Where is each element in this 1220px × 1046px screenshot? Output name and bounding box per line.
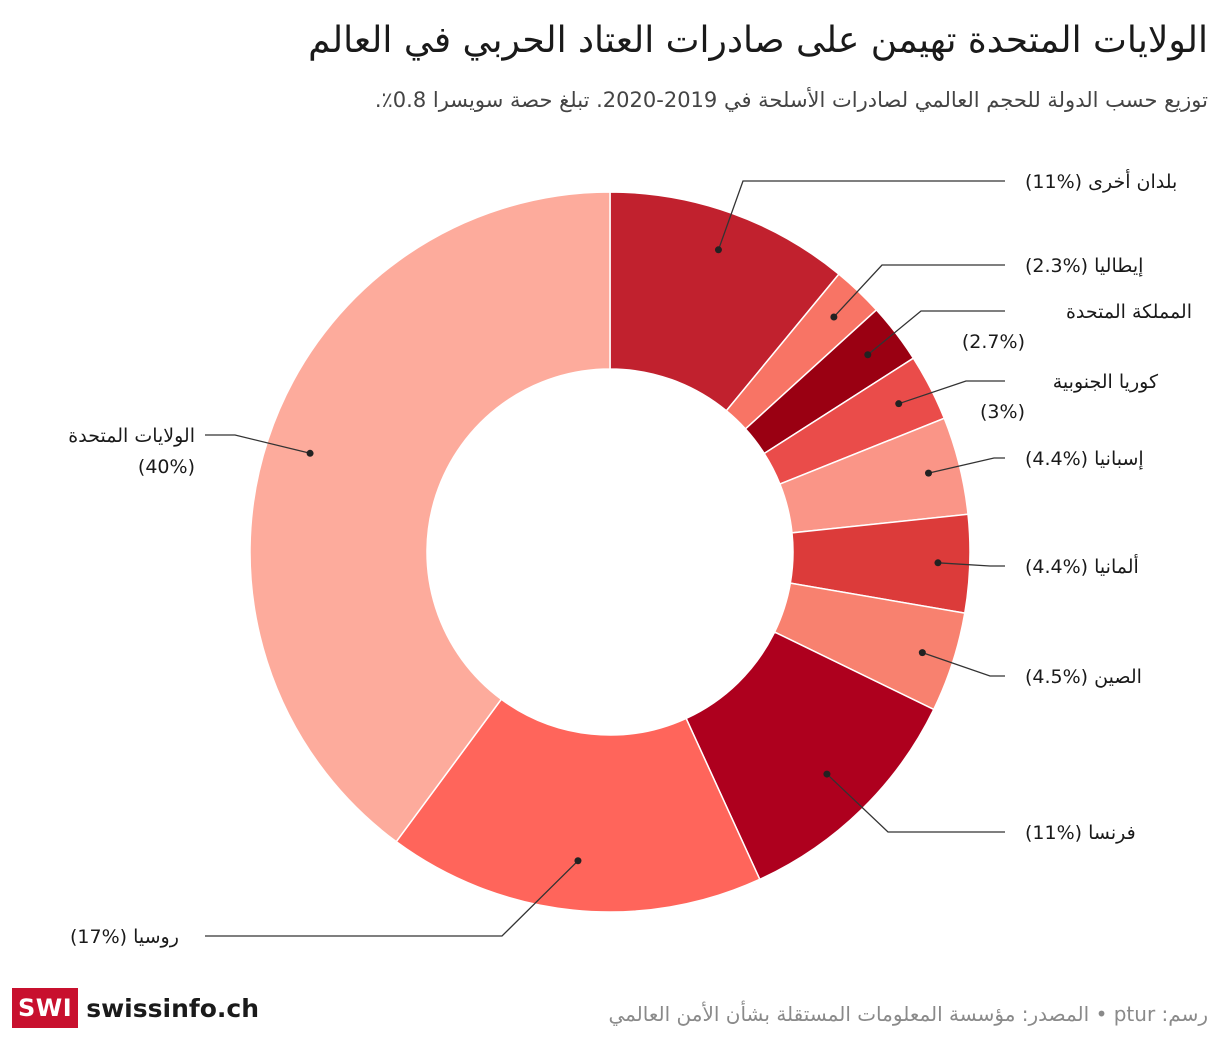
label-name-0: بلدان أخرى xyxy=(1088,169,1177,193)
slice-8[interactable] xyxy=(395,698,761,913)
label-value-2: (2.7%) xyxy=(962,331,1025,353)
leader-dot-2 xyxy=(864,351,872,359)
leader-dot-9 xyxy=(306,449,314,457)
label-name-9: الولايات المتحدة xyxy=(68,425,195,447)
label-5: (4.4%) ألمانيا xyxy=(1025,554,1139,578)
label-1: (2.3%) إيطاليا xyxy=(1025,255,1143,278)
label-name-5: ألمانيا xyxy=(1094,554,1139,578)
source-credit: رسم: ptur • المصدر: مؤسسة المعلومات المس… xyxy=(608,1002,1208,1026)
leader-line-9 xyxy=(205,434,311,454)
chart-subtitle: توزيع حسب الدولة للحجم العالمي لصادرات ا… xyxy=(374,88,1208,112)
swissinfo-logo-text: swissinfo.ch xyxy=(86,993,260,1023)
slices-group xyxy=(249,191,971,913)
label-value-7: (11%) xyxy=(1025,822,1088,844)
leader-dot-5 xyxy=(934,559,942,567)
leader-line-8 xyxy=(205,860,579,937)
label-7: (11%) فرنسا xyxy=(1025,822,1136,844)
label-name-2: المملكة المتحدة xyxy=(1066,301,1192,323)
leader-line-3 xyxy=(898,380,1005,405)
leader-line-0 xyxy=(717,180,1005,251)
leader-line-4 xyxy=(928,457,1005,474)
leader-dot-7 xyxy=(823,770,831,778)
leader-dot-8 xyxy=(574,857,582,865)
label-value-6: (4.5%) xyxy=(1025,666,1094,688)
label-name-6: الصين xyxy=(1094,666,1142,688)
slice-9[interactable] xyxy=(249,191,611,843)
label-name-3: كوريا الجنوبية xyxy=(1053,371,1159,393)
leader-line-6 xyxy=(922,652,1005,677)
leader-line-7 xyxy=(826,773,1005,833)
leader-line-5 xyxy=(937,562,1005,567)
label-8: (17%) روسيا xyxy=(70,926,179,948)
leader-dot-0 xyxy=(714,246,722,254)
leader-lines-group xyxy=(205,180,1005,937)
label-name-8: روسيا xyxy=(133,926,179,948)
chart-title: الولايات المتحدة تهيمن على صادرات العتاد… xyxy=(308,20,1208,61)
leader-dot-1 xyxy=(830,313,838,321)
label-name-4: إسبانيا xyxy=(1094,448,1144,471)
label-value-1: (2.3%) xyxy=(1025,255,1094,277)
leader-dot-6 xyxy=(918,649,926,657)
label-value-4: (4.4%) xyxy=(1025,448,1094,470)
label-value-3: (3%) xyxy=(980,401,1025,423)
swissinfo-logo[interactable]: SWI swissinfo.ch xyxy=(12,988,259,1028)
label-value-8: (17%) xyxy=(70,926,133,948)
label-name-7: فرنسا xyxy=(1088,822,1136,844)
leader-line-2 xyxy=(867,310,1005,356)
labels-group: (11%) بلدان أخرى (2.3%) إيطاليا المملكة ال… xyxy=(68,169,1192,948)
leader-dot-4 xyxy=(925,469,933,477)
label-6: (4.5%) الصين xyxy=(1025,666,1142,688)
label-value-9: (40%) xyxy=(138,456,195,478)
leader-line-1 xyxy=(833,264,1005,318)
swi-logo-mark: SWI xyxy=(12,988,79,1028)
donut-chart: (11%) بلدان أخرى (2.3%) إيطاليا المملكة ال… xyxy=(68,169,1192,948)
label-value-0: (11%) xyxy=(1025,171,1088,193)
label-name-1: إيطاليا xyxy=(1094,255,1143,278)
leader-dot-3 xyxy=(895,400,903,408)
label-value-5: (4.4%) xyxy=(1025,556,1094,578)
label-4: (4.4%) إسبانيا xyxy=(1025,448,1144,471)
label-0: (11%) بلدان أخرى xyxy=(1025,169,1177,193)
